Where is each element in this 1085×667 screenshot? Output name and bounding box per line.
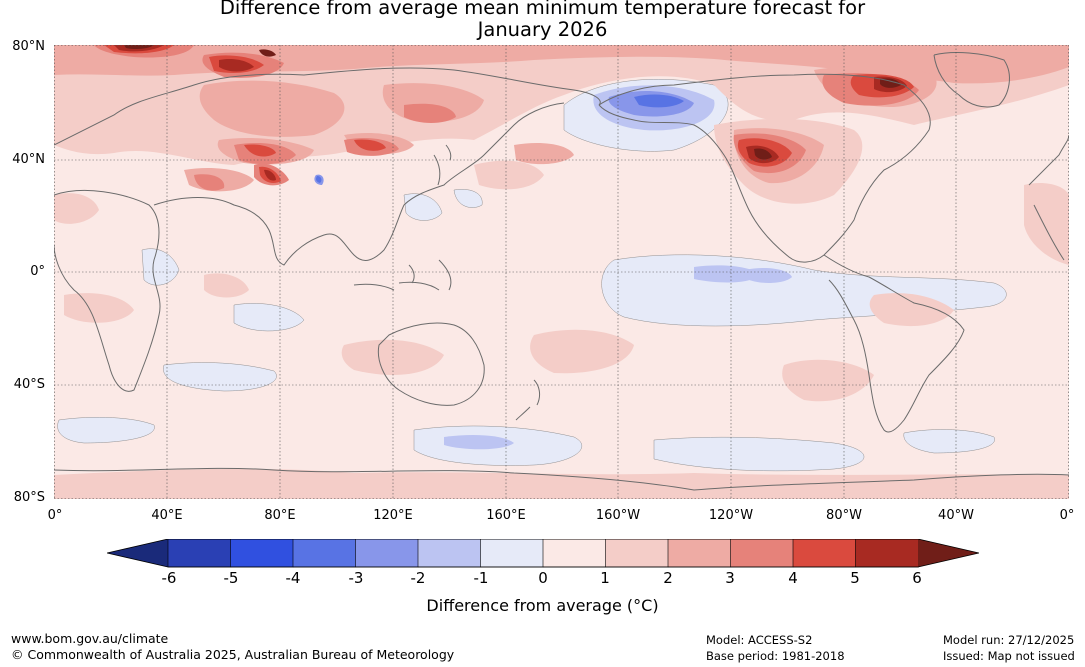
colorbar-tick-minus1: -1 <box>473 569 489 587</box>
colorbar-bin <box>855 538 919 568</box>
colorbar-bin <box>605 538 669 568</box>
lat-label-40s: 40°S <box>13 377 45 392</box>
lat-label-0: 0° <box>30 264 45 279</box>
lon-label-80w: 80°W <box>826 508 862 523</box>
colorbar-tick-minus5: -5 <box>223 569 239 587</box>
lon-label-0-right: 0° <box>1059 508 1075 523</box>
colorbar-tick-minus6: -6 <box>161 569 177 587</box>
lat-label-40n: 40°N <box>12 152 45 167</box>
colorbar-above-max-arrow <box>918 539 979 567</box>
coastline-new-zealand <box>515 379 541 421</box>
footer-copyright: © Commonwealth of Australia 2025, Austra… <box>11 647 455 662</box>
title-line-2: January 2026 <box>477 18 608 41</box>
footer-model-run: Model run: 27/12/2025 <box>943 633 1075 647</box>
chart-title: Difference from average mean minimum tem… <box>0 0 1085 41</box>
lon-label-80e: 80°E <box>264 508 296 523</box>
coastline-europe-west <box>1028 134 1069 186</box>
colorbar-tick-3: 3 <box>725 569 735 587</box>
colorbar-bin <box>230 538 294 568</box>
colorbar-tick-minus3: -3 <box>348 569 364 587</box>
lon-label-160w: 160°W <box>595 508 641 523</box>
coastline-south-america <box>823 254 965 433</box>
anomaly-map <box>54 45 1069 499</box>
colorbar <box>106 538 980 573</box>
colorbar-bin <box>167 538 232 568</box>
coolest-regions <box>316 94 684 183</box>
lat-label-80n: 80°N <box>12 39 45 54</box>
colorbar-tick-4: 4 <box>788 569 798 587</box>
lat-label-80s: 80°S <box>13 490 45 505</box>
coastline-north-america <box>598 73 931 263</box>
coastline-japan <box>433 144 452 186</box>
footer-base-period: Base period: 1981-2018 <box>706 649 845 663</box>
colorbar-bin <box>292 538 357 568</box>
graticule <box>54 45 1069 499</box>
coastline-indonesia <box>353 259 452 291</box>
colorbar-tick-0: 0 <box>538 569 548 587</box>
colorbar-svg <box>106 538 980 568</box>
lon-label-40w: 40°W <box>938 508 974 523</box>
coastline-south-asia <box>153 102 565 266</box>
colorbar-bin <box>480 538 544 568</box>
colorbar-below-min-arrow <box>107 539 168 567</box>
coastline-antarctica <box>54 467 1069 491</box>
coastline-greenland <box>933 52 1010 108</box>
lon-label-120w: 120°W <box>708 508 754 523</box>
colorbar-bin <box>792 538 857 568</box>
coastline-australia <box>377 322 485 406</box>
colorbar-tick-2: 2 <box>663 569 673 587</box>
colorbar-bin <box>542 538 607 568</box>
colorbar-bin <box>667 538 732 568</box>
colorbar-bin <box>355 538 419 568</box>
lon-label-120e: 120°E <box>373 508 413 523</box>
coastline-west-africa <box>1033 204 1065 261</box>
lon-label-0-left: 0° <box>47 508 63 523</box>
coastline-africa <box>54 190 161 392</box>
max-warm-regions <box>124 45 901 160</box>
title-line-1: Difference from average mean minimum tem… <box>219 0 866 19</box>
coastline-eurasia-north <box>54 67 601 146</box>
colorbar-title: Difference from average (°C) <box>426 596 659 615</box>
colorbar-bin <box>417 538 482 568</box>
coastlines <box>54 52 1069 491</box>
colorbar-tick-5: 5 <box>850 569 860 587</box>
footer-model: Model: ACCESS-S2 <box>706 633 813 647</box>
colorbar-bins <box>167 538 919 568</box>
lon-label-160e: 160°E <box>486 508 526 523</box>
footer-website[interactable]: www.bom.gov.au/climate <box>11 631 169 646</box>
footer-issued: Issued: Map not issued <box>943 649 1075 663</box>
colorbar-bin <box>730 538 794 568</box>
colorbar-tick-minus2: -2 <box>410 569 426 587</box>
lon-label-40e: 40°E <box>151 508 183 523</box>
colorbar-tick-1: 1 <box>600 569 610 587</box>
colorbar-tick-6: 6 <box>912 569 922 587</box>
map-canvas <box>54 45 1069 499</box>
colorbar-tick-minus4: -4 <box>285 569 301 587</box>
